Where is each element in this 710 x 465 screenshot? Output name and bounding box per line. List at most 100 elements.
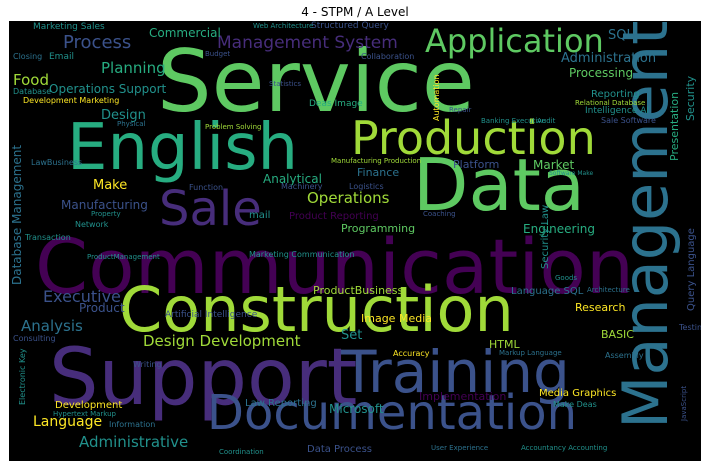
word-sale-software: Sale Software [601, 116, 656, 125]
word-implementation: Implementation [419, 390, 507, 403]
word-image-media: Image Media [361, 312, 432, 325]
word-commercial: Commercial [149, 26, 221, 40]
word-operations: Operations [307, 189, 390, 207]
word-hypertext-markup: Hypertext Markup [53, 410, 116, 418]
word-transaction: Transaction [25, 233, 71, 242]
word-security-law: Security Law [540, 204, 551, 269]
word-productbusiness: ProductBusiness [313, 284, 404, 297]
word-testing: Testing [679, 323, 701, 332]
word-law-reporting: Law Reporting [245, 398, 317, 409]
word-audit: Audit [537, 117, 556, 125]
word-network: Network [75, 220, 109, 229]
word-microsoft: Microsoft [329, 402, 384, 416]
word-manufacturing-production: Manufacturing Production [331, 157, 422, 165]
word-english: English [67, 111, 299, 185]
word-web-architecture: Web Architecture [253, 22, 314, 30]
word-information: Information [109, 420, 156, 429]
chart-title: 4 - STPM / A Level [301, 5, 409, 19]
word-markup-language: Markup Language [499, 349, 562, 357]
word-consulting: Consulting [13, 334, 56, 343]
word-operations-support: Operations Support [49, 82, 167, 96]
word-javascript: JavaScript [680, 385, 688, 421]
word-product: Product [79, 301, 125, 315]
word-query-language: Query Language [686, 228, 697, 311]
word-process: Process [63, 32, 132, 53]
word-coordination: Coordination [219, 448, 264, 456]
word-architecture: Architecture [587, 286, 630, 294]
word-structured-query: Structured Query [311, 21, 389, 31]
word-logistics: Logistics [349, 182, 384, 191]
word-training: Training [341, 338, 570, 406]
word-function: Function [189, 183, 224, 192]
word-budget: Budget [205, 50, 231, 58]
word-electronic-key: Electronic Key [18, 348, 27, 405]
word-physical: Physical [117, 120, 146, 128]
word-accuracy: Accuracy [393, 349, 430, 358]
word-administrative: Administrative [79, 433, 189, 451]
word-automation: Automation [432, 74, 441, 121]
word-problem-solving: Problem Solving [205, 123, 262, 131]
word-engineering: Engineering [523, 222, 595, 236]
word-language: Language [33, 414, 103, 430]
word-security: Security [684, 75, 697, 121]
word-analysis: Analysis [21, 317, 83, 335]
word-communication: Communication [35, 222, 635, 311]
word-banking-executive: Banking Executive [481, 117, 546, 125]
word-user-experience: User Experience [431, 444, 489, 452]
word-planning: Planning [101, 59, 166, 77]
word-set: Set [341, 328, 363, 343]
word-mail: mail [249, 210, 271, 221]
word-deas-image: Deas Image [309, 99, 363, 109]
word-cloud: Service Data English Production Communic… [9, 21, 701, 461]
word-closing: Closing [13, 52, 43, 61]
word-management: Management [609, 21, 682, 429]
word-finance: Finance [357, 166, 400, 179]
word-marketing-communication: Marketing Communication [249, 250, 355, 259]
word-email: Email [49, 52, 74, 62]
word-relational-database: Relational Database [575, 99, 646, 107]
word-assembly: Assembly [605, 351, 644, 360]
word-presentation: Presentation [668, 91, 681, 161]
word-design-development: Design Development [143, 332, 301, 350]
word-collaboration: Collaboration [361, 52, 415, 61]
word-market: Market [533, 158, 575, 172]
word-basic: BASIC [601, 328, 634, 341]
word-data: Data [413, 143, 585, 227]
word-reporting: Reporting [591, 89, 640, 100]
word-development: Development [55, 400, 123, 411]
word-programming: Programming [341, 222, 416, 235]
word-media-graphics: Media Graphics [539, 388, 617, 399]
word-sql: SQL [608, 28, 634, 43]
word-support: Support [49, 333, 358, 423]
word-analytical: Analytical [263, 172, 322, 186]
word-language-sql: Language SQL [511, 286, 584, 297]
word-goods: Goods [555, 274, 578, 282]
word-product-reporting: Product Reporting [289, 211, 379, 222]
word-development-marketing: Development Marketing [23, 96, 120, 105]
word-intelligence-ai: Intelligence AI [585, 106, 650, 116]
word-repair: Repair [449, 106, 472, 114]
word-lawbusiness: LawBusiness [31, 158, 83, 167]
word-service: Service [157, 32, 475, 132]
word-manufacturing: Manufacturing [61, 198, 148, 212]
word-productmanagement: ProductManagement [87, 253, 160, 261]
word-sale: Sale [159, 181, 262, 237]
word-writing: Writing [133, 360, 162, 369]
word-make-deas: Make Deas [553, 400, 597, 409]
word-design: Design [101, 108, 146, 123]
word-construction: Construction [119, 273, 514, 346]
word-data-process: Data Process [307, 444, 372, 455]
word-management-system: Management System [217, 33, 398, 53]
word-application: Application [425, 22, 604, 60]
word-accountancy-accounting: Accountancy Accounting [521, 444, 608, 452]
word-statistics: Statistics [269, 80, 301, 88]
word-software-make: Software Make [549, 170, 594, 177]
word-database: Database [13, 87, 52, 96]
word-database-management: Database Management [10, 144, 24, 285]
word-processing: Processing [569, 66, 634, 80]
word-food: Food [13, 71, 49, 89]
word-html: HTML [489, 338, 520, 351]
word-research: Research [575, 301, 626, 314]
word-executive: Executive [43, 287, 121, 306]
word-property: Property [91, 210, 121, 218]
